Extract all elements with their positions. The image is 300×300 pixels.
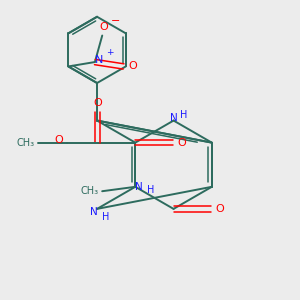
Text: CH₃: CH₃ xyxy=(81,186,99,196)
Text: H: H xyxy=(180,110,188,120)
Text: O: O xyxy=(177,138,186,148)
Text: O: O xyxy=(54,135,63,145)
Text: O: O xyxy=(93,98,102,108)
Text: CH₃: CH₃ xyxy=(17,138,35,148)
Text: −: − xyxy=(111,16,120,26)
Text: H: H xyxy=(102,212,109,222)
Text: N: N xyxy=(170,113,177,123)
Text: O: O xyxy=(128,61,137,71)
Text: +: + xyxy=(106,48,114,57)
Text: O: O xyxy=(99,22,108,32)
Text: N: N xyxy=(90,207,98,218)
Text: N: N xyxy=(135,182,143,192)
Text: N: N xyxy=(95,55,103,65)
Text: O: O xyxy=(216,204,224,214)
Text: H: H xyxy=(147,185,154,195)
